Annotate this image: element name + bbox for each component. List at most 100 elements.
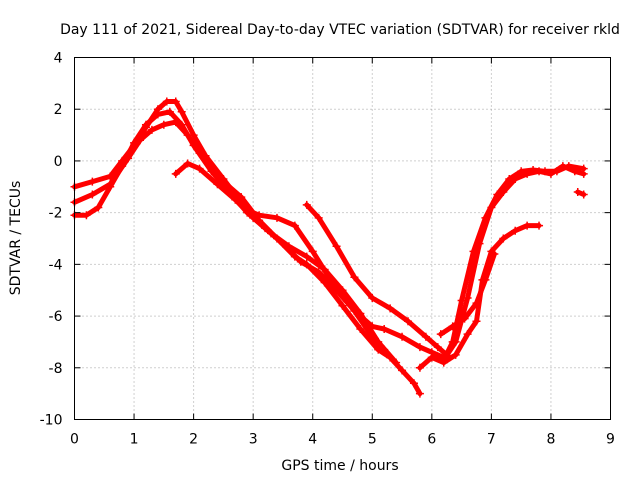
- series-track-2: [70, 107, 389, 354]
- data-point: [124, 154, 133, 163]
- data-point: [579, 169, 588, 178]
- y-tick-labels: 4 2 0 -2 -4 -6 -8 -10: [40, 51, 63, 429]
- data-point: [380, 325, 389, 333]
- data-point: [284, 242, 293, 251]
- series-track-7: [439, 162, 588, 365]
- data-point: [171, 118, 180, 127]
- data-point: [457, 296, 466, 305]
- data-point: [499, 234, 508, 243]
- data-point: [535, 167, 544, 176]
- data-point: [267, 229, 276, 238]
- y-tick-label: -10: [40, 413, 63, 429]
- data-point: [404, 317, 413, 326]
- y-tick-label: -8: [49, 361, 63, 377]
- x-tick-label: 3: [249, 432, 258, 448]
- data-point: [171, 97, 180, 106]
- data-point: [320, 265, 329, 274]
- data-point: [511, 175, 520, 184]
- data-point: [570, 167, 579, 176]
- data-point: [162, 97, 171, 106]
- data-point: [249, 213, 258, 222]
- y-tick-label: 4: [54, 51, 63, 67]
- data-point: [433, 343, 442, 352]
- data-point: [171, 169, 180, 178]
- y-tick-label: 0: [54, 154, 63, 170]
- data-point: [511, 226, 520, 235]
- y-tick-label: -4: [49, 257, 63, 273]
- series-track-4: [171, 159, 401, 367]
- data-point: [409, 379, 418, 388]
- data-point: [523, 221, 532, 230]
- data-point: [88, 177, 97, 186]
- data-point: [463, 293, 472, 302]
- x-tick-label: 1: [130, 432, 139, 448]
- data-point: [350, 273, 359, 282]
- series-layer: [70, 97, 588, 398]
- series-line: [429, 223, 542, 366]
- data-point: [177, 107, 186, 116]
- data-point: [213, 180, 222, 189]
- data-point: [415, 389, 424, 398]
- y-axis-title: SDTVAR / TECUs: [8, 181, 24, 296]
- data-point: [368, 293, 377, 302]
- x-tick-label: 2: [189, 432, 198, 448]
- x-axis-title: GPS time / hours: [281, 458, 398, 474]
- data-point: [356, 309, 365, 318]
- data-point: [472, 317, 481, 326]
- data-point: [314, 213, 323, 222]
- data-point: [463, 330, 472, 339]
- plot-frame: [74, 57, 611, 420]
- data-point: [523, 169, 532, 178]
- data-point: [332, 242, 341, 251]
- data-point: [320, 278, 329, 287]
- x-tick-label: 8: [546, 432, 555, 448]
- data-point: [398, 332, 407, 341]
- data-point: [415, 363, 424, 372]
- data-point: [487, 203, 496, 212]
- data-point: [451, 337, 460, 346]
- series-track-5: [302, 200, 454, 362]
- data-point: [308, 247, 317, 256]
- data-point: [439, 358, 448, 367]
- data-point: [481, 275, 490, 284]
- data-point: [338, 301, 347, 310]
- data-point: [374, 345, 383, 354]
- data-point: [558, 162, 567, 171]
- data-point: [573, 187, 582, 196]
- data-point: [448, 322, 457, 331]
- data-point: [451, 350, 460, 359]
- data-point: [398, 366, 407, 375]
- series-track-8: [427, 221, 544, 367]
- data-point: [272, 213, 281, 222]
- data-point: [475, 239, 484, 248]
- data-point: [165, 107, 174, 116]
- grid: [74, 57, 611, 420]
- data-point: [231, 195, 240, 204]
- series-line: [304, 202, 453, 360]
- y-tick-label: -2: [49, 206, 63, 222]
- data-point: [183, 131, 192, 140]
- data-point: [579, 190, 588, 199]
- data-point: [94, 203, 103, 212]
- x-tick-label: 7: [487, 432, 496, 448]
- data-point: [499, 187, 508, 196]
- data-point: [290, 252, 299, 261]
- data-point: [195, 164, 204, 173]
- chart-title: Day 111 of 2021, Sidereal Day-to-day VTE…: [60, 22, 620, 38]
- series-line: [441, 163, 587, 363]
- series-line: [173, 161, 399, 366]
- data-point: [490, 250, 499, 259]
- x-tick-label: 6: [427, 432, 436, 448]
- data-point: [356, 325, 365, 333]
- data-point: [106, 180, 115, 189]
- data-point: [88, 190, 97, 199]
- x-tick-label: 4: [308, 432, 317, 448]
- data-point: [302, 200, 311, 209]
- data-point: [535, 221, 544, 230]
- data-point: [290, 221, 299, 230]
- data-point: [302, 260, 311, 269]
- data-point: [392, 358, 401, 367]
- data-point: [237, 193, 246, 202]
- data-point: [147, 125, 156, 134]
